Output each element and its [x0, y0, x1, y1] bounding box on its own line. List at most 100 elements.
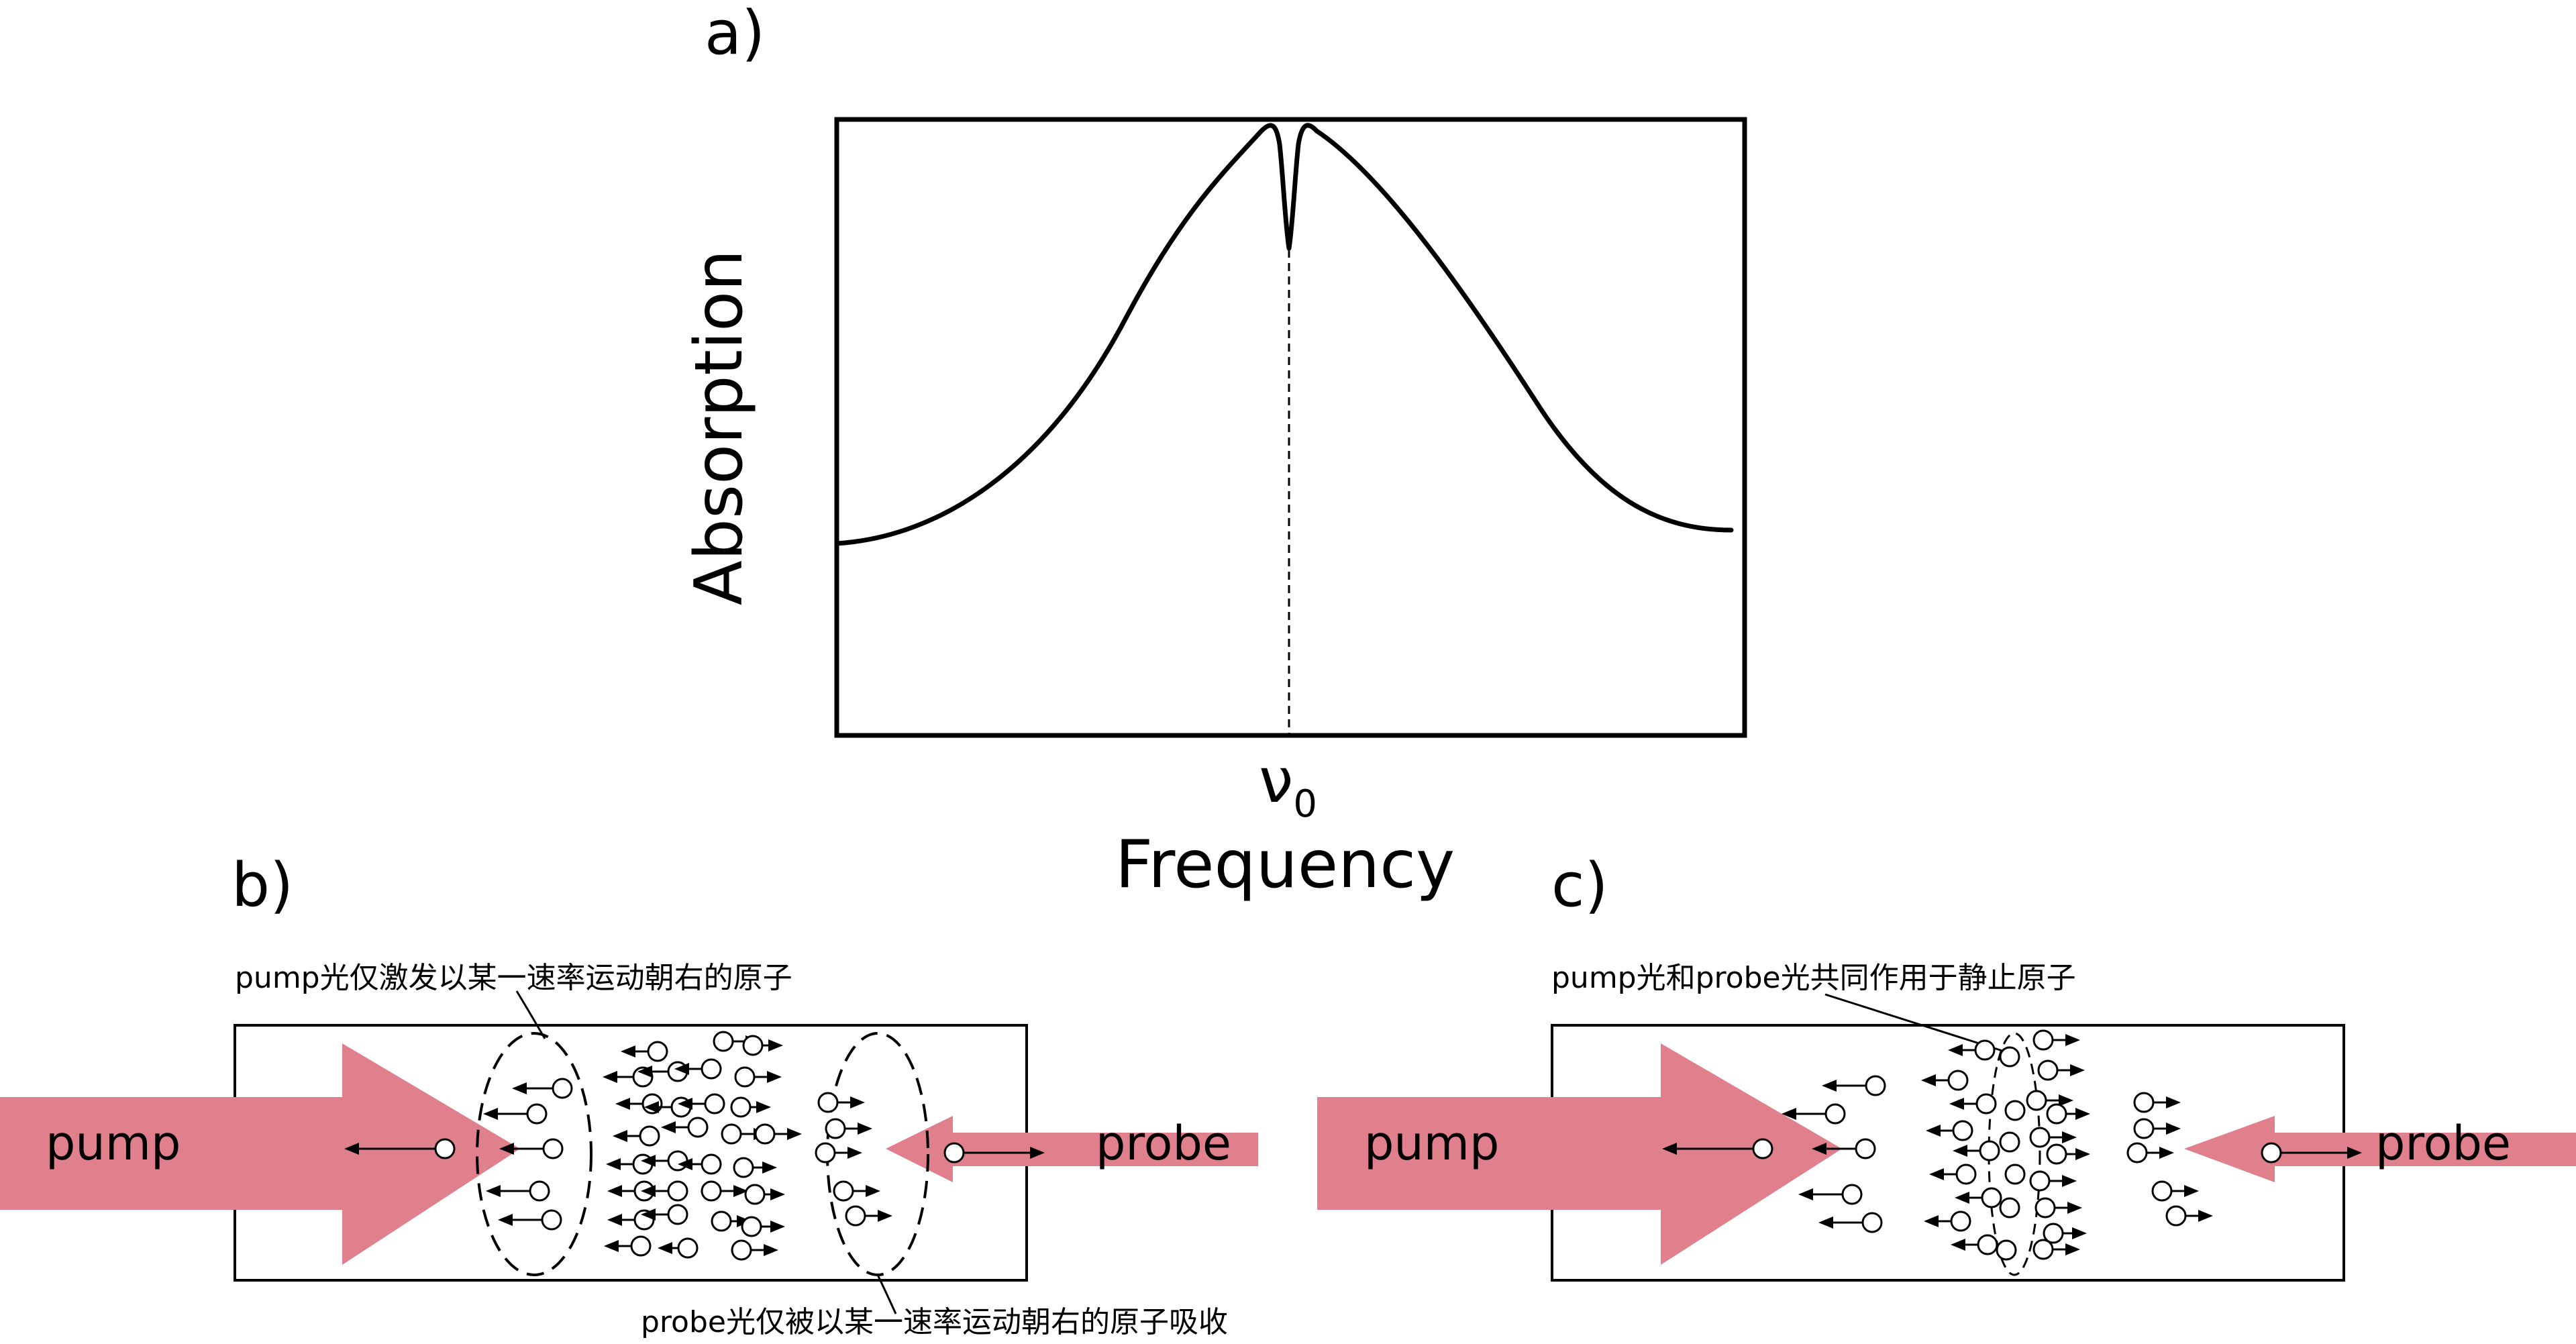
atom-with-velocity: [1955, 1187, 2002, 1208]
atom-with-velocity: [2126, 1142, 2174, 1164]
atom-with-velocity: [637, 1061, 688, 1082]
atom-with-velocity: [2004, 1100, 2026, 1121]
atom-with-velocity: [1924, 1210, 1971, 1232]
velocity-arrow-head: [2198, 1210, 2213, 1222]
atom-with-velocity: [1921, 1070, 1969, 1091]
pump-beam-b: [0, 1043, 520, 1265]
atom-with-velocity: [1949, 1093, 1997, 1115]
velocity-arrow-head: [661, 1121, 676, 1133]
atom: [1996, 1239, 2017, 1261]
velocity-arrow-head: [483, 1108, 498, 1120]
atom: [677, 1237, 699, 1259]
atom: [2032, 1239, 2054, 1260]
atom-with-velocity: [2165, 1205, 2213, 1227]
atom-with-velocity: [2032, 1239, 2080, 1260]
atom-with-velocity: [674, 1058, 722, 1080]
atom: [2004, 1164, 2026, 1185]
annotation-leader-bottom-b: [876, 1274, 897, 1314]
atom: [541, 1209, 562, 1231]
velocity-arrow-head: [2159, 1147, 2174, 1159]
velocity-arrow-head: [1662, 1143, 1677, 1155]
velocity-arrow-head: [2075, 1148, 2090, 1160]
velocity-arrow-head: [770, 1221, 785, 1233]
velocity-arrow-head: [607, 1214, 622, 1226]
atom: [2165, 1205, 2187, 1227]
velocity-arrow-head: [858, 1123, 872, 1135]
velocity-arrow-head: [613, 1130, 627, 1142]
velocity-arrow-head: [344, 1143, 359, 1155]
atom-with-velocity: [613, 1125, 660, 1147]
atom: [647, 1041, 668, 1062]
atom: [734, 1066, 756, 1088]
atom-with-velocity: [512, 1078, 573, 1099]
atom-with-velocity: [678, 1153, 722, 1175]
velocity-arrow-head: [486, 1185, 501, 1197]
atom-with-velocity: [733, 1157, 777, 1178]
atom: [701, 1153, 722, 1175]
velocity-arrow-head: [2062, 1175, 2077, 1187]
atom: [1975, 1093, 1997, 1115]
velocity-arrow-head: [1955, 1192, 1969, 1204]
velocity-arrow-head: [787, 1128, 802, 1140]
plot-frame: [834, 117, 1747, 738]
atom-with-velocity: [833, 1180, 880, 1202]
atom-with-velocity: [486, 1180, 550, 1202]
atom-with-velocity: [604, 1235, 652, 1257]
velocity-arrow-head: [850, 1096, 865, 1108]
velocity-arrow-head: [1812, 1143, 1826, 1155]
pump-beam-c: [1317, 1043, 1842, 1265]
velocity-arrow-head: [2065, 1034, 2080, 1046]
velocity-arrow-head: [621, 1045, 635, 1057]
velocity-arrow-head: [1822, 1080, 1837, 1092]
velocity-arrow-head: [641, 1185, 656, 1197]
atom-with-velocity: [742, 1035, 783, 1056]
atom-with-velocity: [641, 1204, 688, 1225]
atom-with-velocity: [730, 1096, 771, 1118]
velocity-arrow-head: [2067, 1202, 2082, 1214]
atom: [529, 1180, 550, 1202]
atom: [713, 1031, 734, 1052]
atom-with-velocity: [483, 1103, 548, 1125]
velocity-arrow-head: [767, 1071, 782, 1083]
atom: [1981, 1187, 2002, 1208]
atom: [754, 1123, 776, 1145]
velocity-arrow-head: [2075, 1108, 2090, 1120]
atom: [742, 1035, 764, 1056]
atom-with-velocity: [943, 1142, 1045, 1164]
atom-with-velocity: [1662, 1138, 1773, 1159]
atom-with-velocity: [2043, 1223, 2087, 1244]
atom: [639, 1125, 660, 1147]
atom-with-velocity: [1926, 1120, 1973, 1141]
panel-a-label: a): [705, 0, 765, 68]
atom-with-velocity: [731, 1239, 778, 1261]
velocity-arrow-head: [678, 1158, 692, 1170]
atom: [1950, 1210, 1971, 1232]
panel-b: b) pump probe pump光仅激发以某一速率运动朝右的原子 probe…: [0, 850, 1258, 1339]
atom-with-velocity: [825, 1118, 872, 1139]
annotation-leader-top-b: [515, 990, 546, 1039]
atom: [1865, 1075, 1886, 1096]
velocity-arrow-head: [847, 1147, 862, 1159]
atom: [2046, 1143, 2067, 1165]
velocity-arrow-head: [764, 1244, 778, 1256]
velocity-arrow-head: [2070, 1064, 2085, 1076]
atom: [2032, 1029, 2054, 1051]
probe-beam-c: [2184, 1116, 2576, 1182]
velocity-arrow-head: [641, 1208, 656, 1221]
velocity-arrow-head: [644, 1101, 659, 1113]
atoms-c: [1662, 1029, 2362, 1261]
atom: [2261, 1142, 2282, 1164]
velocity-arrow-head: [866, 1185, 880, 1197]
atom-with-velocity: [1953, 1140, 2000, 1161]
atom-with-velocity: [607, 1209, 655, 1231]
atom-with-velocity: [2029, 1170, 2077, 1192]
atom: [667, 1204, 688, 1225]
atom-with-velocity: [641, 1180, 688, 1202]
atom: [2004, 1100, 2026, 1121]
atom-with-velocity: [1812, 1138, 1876, 1159]
velocity-arrow-head: [1782, 1108, 1796, 1120]
atom: [1752, 1138, 1773, 1159]
pump-selected-group-b: [476, 1032, 593, 1276]
atom: [711, 1210, 732, 1232]
